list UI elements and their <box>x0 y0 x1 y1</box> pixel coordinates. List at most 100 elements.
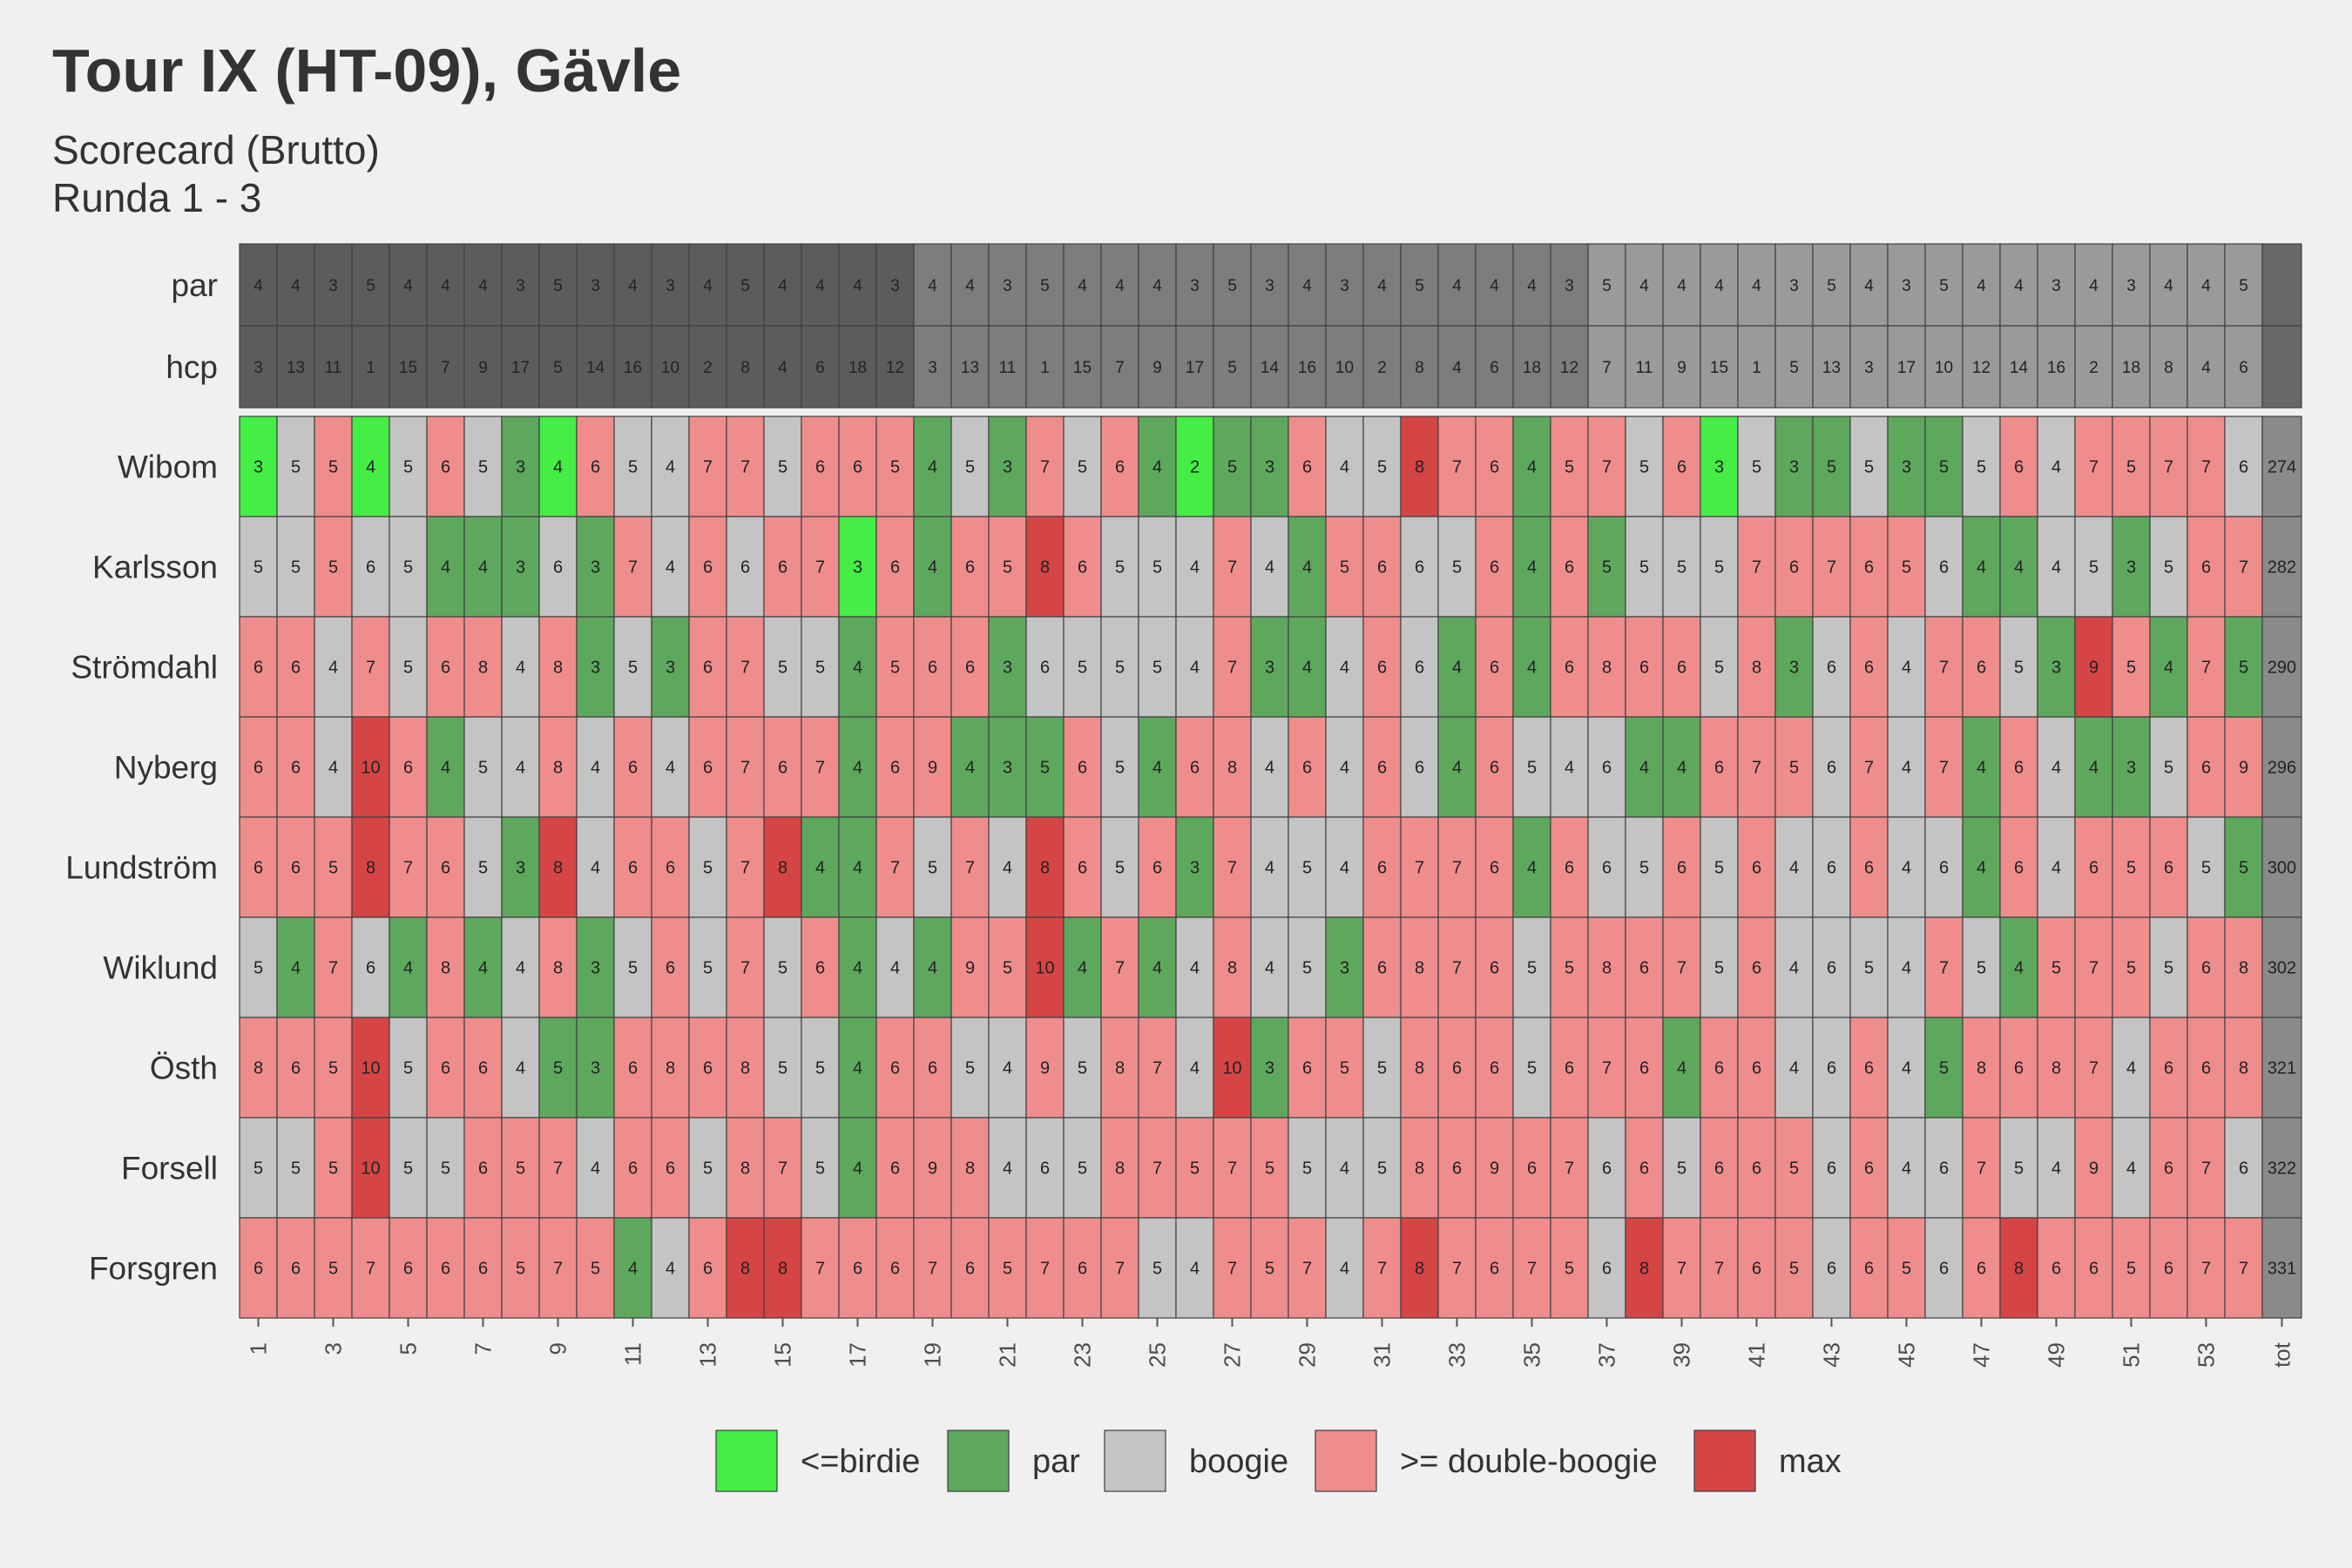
score-cell <box>875 416 915 517</box>
score-cell <box>875 1217 915 1319</box>
score-value: 6 <box>778 759 787 778</box>
x-tick-label: 13 <box>695 1342 721 1368</box>
score-cell <box>1138 816 1177 918</box>
score-cell <box>1700 716 1739 818</box>
score-cell <box>1812 716 1851 818</box>
score-value: 5 <box>703 859 713 878</box>
score-value: 4 <box>666 1260 675 1279</box>
score-cell <box>1962 816 2001 918</box>
score-cell <box>2224 616 2263 718</box>
x-tick-label: 37 <box>1594 1342 1620 1368</box>
score-value: 8 <box>2239 1059 2248 1078</box>
score-cell <box>726 716 765 818</box>
score-value: 4 <box>2051 1159 2061 1179</box>
score-value: 8 <box>1602 659 1612 678</box>
info-cell <box>838 243 877 327</box>
score-cell <box>538 1117 578 1219</box>
score-cell <box>1625 616 1664 718</box>
info-cell <box>1887 243 1926 327</box>
score-value: 6 <box>1714 759 1724 778</box>
score-value: 10 <box>361 1159 380 1179</box>
score-value: 6 <box>1977 659 1986 678</box>
score-cell <box>1138 1117 1177 1219</box>
score-value: 6 <box>778 558 787 578</box>
score-cell <box>276 1217 315 1319</box>
info-cell-value: 2 <box>703 359 713 377</box>
score-cell <box>2037 516 2076 618</box>
score-value: 8 <box>553 759 563 778</box>
info-cell <box>1100 325 1139 409</box>
score-cell <box>2112 416 2151 517</box>
info-cell-value: 4 <box>1752 277 1761 295</box>
score-cell <box>389 416 428 517</box>
score-cell <box>426 1017 465 1119</box>
info-cell <box>1325 243 1364 327</box>
score-cell <box>2224 716 2263 818</box>
score-value: 3 <box>591 1059 600 1078</box>
score-value: 6 <box>1565 1059 1574 1078</box>
info-cell <box>576 325 615 409</box>
score-cell <box>1250 416 1289 517</box>
score-cell <box>1175 1217 1214 1319</box>
score-cell <box>1213 1217 1252 1319</box>
info-cell <box>1512 325 1551 409</box>
score-value: 7 <box>1864 759 1874 778</box>
score-value: 5 <box>328 1059 338 1078</box>
info-cell-value: 2 <box>2089 359 2099 377</box>
score-value: 4 <box>666 558 675 578</box>
info-cell-value: 4 <box>2201 277 2211 295</box>
score-value: 6 <box>1602 1260 1612 1279</box>
score-value: 7 <box>740 458 750 477</box>
info-cell-value: 3 <box>2051 277 2061 295</box>
score-cell <box>314 1117 353 1219</box>
total-value: 296 <box>2268 759 2296 778</box>
score-cell <box>913 1017 952 1119</box>
info-cell <box>1138 243 1177 327</box>
score-value: 4 <box>1152 458 1162 477</box>
score-cell <box>1737 916 1776 1018</box>
score-value: 8 <box>1115 1059 1125 1078</box>
score-cell <box>2112 616 2151 718</box>
score-value: 8 <box>1415 1159 1424 1179</box>
score-value: 6 <box>2201 759 2211 778</box>
score-value: 5 <box>1115 859 1125 878</box>
info-cell <box>1737 243 1776 327</box>
score-value: 7 <box>1602 1059 1612 1078</box>
score-value: 5 <box>1714 859 1724 878</box>
score-value: 6 <box>441 859 450 878</box>
info-cell <box>1887 325 1926 409</box>
score-cell <box>1774 716 1814 818</box>
score-value: 7 <box>1977 1159 1986 1179</box>
score-value: 4 <box>666 759 675 778</box>
legend: <=birdie par boogie >= double-boogie max <box>715 1429 1842 1492</box>
score-cell <box>1025 616 1064 718</box>
score-cell <box>1625 716 1664 818</box>
score-value: 6 <box>628 1059 638 1078</box>
score-value: 4 <box>328 659 338 678</box>
info-cell <box>763 243 802 327</box>
score-cell <box>1400 1217 1439 1319</box>
score-cell <box>763 716 802 818</box>
info-cell-value: 3 <box>928 359 937 377</box>
info-cell-value: 9 <box>478 359 488 377</box>
score-value: 3 <box>2126 759 2136 778</box>
score-cell <box>1475 1017 1514 1119</box>
score-value: 4 <box>628 1260 638 1279</box>
score-value: 5 <box>778 1059 787 1078</box>
info-cell-value: 4 <box>965 277 975 295</box>
score-value: 6 <box>1864 1059 1874 1078</box>
score-value: 4 <box>1340 1159 1349 1179</box>
score-value: 5 <box>403 458 413 477</box>
legend-swatch <box>715 1429 778 1492</box>
score-cell <box>988 616 1027 718</box>
score-value: 4 <box>2164 659 2173 678</box>
info-cell-value: 5 <box>366 277 375 295</box>
score-cell <box>1063 1217 1102 1319</box>
score-cell <box>1662 1117 1701 1219</box>
info-cell-value: 4 <box>2201 359 2211 377</box>
info-cell-value: 3 <box>890 277 900 295</box>
score-value: 8 <box>778 1260 787 1279</box>
score-value: 4 <box>965 759 975 778</box>
info-cell-value: 9 <box>1152 359 1162 377</box>
